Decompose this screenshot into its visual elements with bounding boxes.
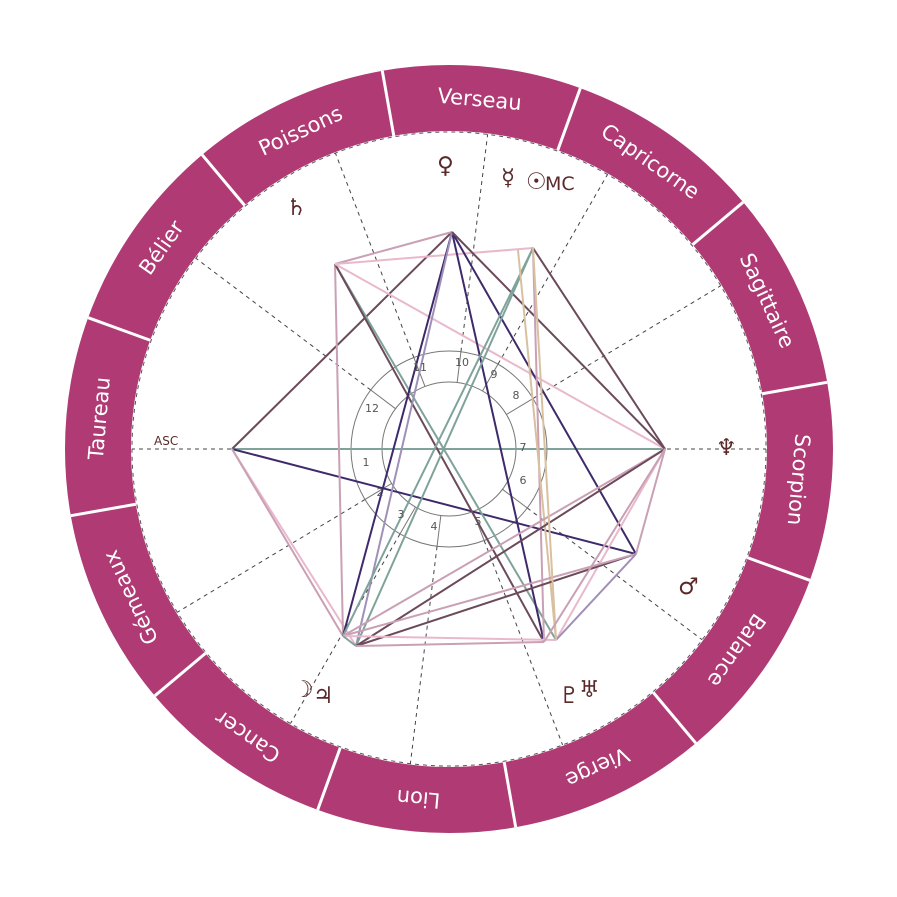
zodiac-sign-label: Lion [396,785,442,813]
zodiac-divider [316,747,342,811]
house-tick [506,398,534,415]
aspect-line [231,448,344,637]
house-number: 6 [520,474,527,487]
zodiac-divider [502,761,518,828]
house-number: 12 [365,402,379,415]
aspect-line [342,635,557,641]
aspect-line [532,247,545,643]
house-tick [502,488,528,509]
aspect-line [334,263,557,641]
aspect-line [334,263,666,450]
house-cusp-line [460,134,489,352]
asc-label: ASC [154,434,178,448]
zodiac-divider [87,316,151,342]
zodiac-divider [652,691,697,745]
house-number: 11 [413,361,427,374]
aspect-line [355,247,534,647]
aspect-line [342,553,637,637]
aspect-line [555,553,637,641]
sun-icon: ☉ [526,169,547,195]
zodiac-divider [70,502,137,518]
house-number: 3 [398,508,405,521]
aspect-line [342,635,357,647]
zodiac-divider [556,87,582,151]
aspect-line [342,448,666,637]
house-cusp-line [409,546,438,764]
house-tick [456,351,462,383]
uranus-icon: ♅ [579,677,600,703]
mc-label: MC [545,173,575,195]
mars-icon: ♂ [678,574,699,600]
aspect-line [532,247,557,641]
saturn-icon: ♄ [286,195,307,221]
house-number: 8 [513,389,520,402]
aspect-lines [231,231,666,647]
house-number: 2 [377,486,384,499]
house-tick [436,515,442,547]
aspect-line [532,247,666,450]
moon-icon: ☽ [293,677,314,703]
house-tick [370,389,396,410]
house-tick [399,506,416,535]
pluto-icon: ♇ [559,683,580,709]
aspect-line [334,263,344,637]
zodiac-divider [201,153,246,207]
aspect-line [451,231,545,643]
aspect-line [334,231,453,265]
house-number: 5 [475,515,482,528]
aspect-line [451,231,637,555]
aspect-line [334,263,545,643]
neptune-icon: ♆ [716,435,737,461]
house-cusp-line [334,152,415,358]
zodiac-divider [691,201,745,246]
zodiac-divider [761,380,828,396]
aspect-line [543,448,666,643]
aspect-line [451,231,666,450]
zodiac-band [65,65,833,833]
venus-icon: ♀ [437,153,454,179]
house-tick [482,363,499,392]
aspect-line [355,641,545,647]
house-number: 10 [455,356,469,369]
jupiter-icon: ♃ [313,683,334,709]
mercury-icon: ☿ [501,165,515,191]
zodiac-divider [153,652,207,697]
aspect-line [231,231,453,450]
house-number: 7 [520,441,527,454]
aspect-line [355,448,666,647]
aspect-line [517,249,557,641]
aspect-line [635,448,666,555]
house-number: 1 [363,456,370,469]
aspect-line [555,448,666,641]
aspect-line [231,448,637,555]
house-tick [364,483,392,500]
house-number: 9 [491,368,498,381]
aspect-line [342,247,534,637]
aspect-line [342,231,453,637]
zodiac-divider [747,556,811,582]
aspect-line [334,247,534,265]
zodiac-divider [380,70,396,137]
house-number: 4 [431,520,438,533]
house-cusp-line [195,257,372,391]
aspect-line [231,448,357,647]
